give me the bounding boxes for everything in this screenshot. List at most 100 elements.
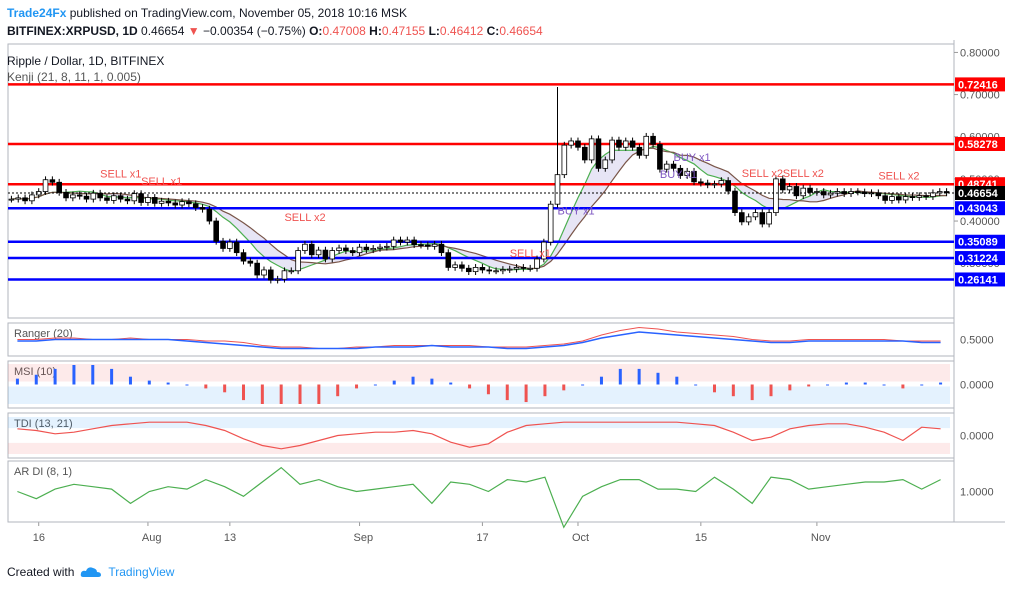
x-tick-label: 15 [695,532,707,544]
candle [336,247,342,251]
msi-bar [449,382,453,385]
msi-bar [128,376,132,385]
candle [459,264,465,269]
candle [513,267,520,270]
pane-title: AR DI (8, 1) [14,466,72,478]
change-value: −0.00354 (−0.75%) [203,24,306,38]
candle [431,243,438,247]
candle [343,247,349,251]
candle [452,264,458,268]
pane-title: TDI (13, 21) [14,418,73,430]
high-value: 0.47155 [381,24,426,38]
y-tick-label: 0.40000 [960,216,1000,228]
candle [670,163,677,169]
candle [192,203,199,208]
candle [943,191,950,194]
candle [759,212,766,225]
signal-label: SELL x2 [878,171,919,183]
close-value: 0.46654 [499,24,543,38]
candle [691,170,697,183]
x-tick-label: 13 [224,532,236,544]
candle [527,267,533,270]
kenji-fast-line [11,145,947,272]
candle [281,270,288,280]
candle [247,260,254,264]
candle [240,252,247,262]
candle [479,267,486,271]
signal-label: BUY x1 [558,206,595,218]
msi-bar [430,378,434,385]
legend-indicator: Kenji (21, 8, 11, 1, 0.005) [7,70,141,84]
candle [70,194,76,199]
msi-bar [373,384,377,386]
msi-bar [750,384,754,401]
msi-bar [298,384,302,404]
msi-upper-band [8,364,950,382]
x-tick-label: 16 [33,532,45,544]
candle [595,138,602,169]
x-tick-label: Oct [572,532,589,544]
tradingview-cloud-icon [81,567,102,577]
ranger-upper-line [17,326,941,349]
candle [916,195,923,198]
candle [684,170,690,176]
candle [233,241,240,254]
candle [889,196,895,201]
pane-tick-label: 1.0000 [960,487,994,499]
low-label: L: [428,24,440,38]
candle [370,248,376,251]
candle [786,186,793,191]
low-value: 0.46412 [439,24,484,38]
signal-label: SELL x2 [284,212,325,224]
candle [827,192,834,196]
candle [445,252,452,268]
candle [199,207,206,210]
msi-bar [581,384,585,386]
candle [322,249,329,260]
candle [616,139,622,148]
candle [384,245,390,248]
x-tick-label: Nov [811,532,831,544]
msi-lower-band [8,386,950,404]
pane-line [17,421,941,450]
candle [56,181,62,193]
msi-bar [411,376,415,385]
level-label: 0.72416 [958,79,998,91]
pane-tick-label: 0.0000 [960,431,994,443]
level-badge [955,272,1005,287]
msi-bar [110,368,114,385]
candle [49,179,56,183]
candle [288,270,295,273]
pane-frame [7,412,955,459]
publisher-name[interactable]: Trade24Fx [7,6,67,20]
msi-bar [713,384,716,393]
publish-line: Trade24Fx published on TradingView.com, … [7,6,407,20]
msi-bar [694,384,698,386]
candle [465,267,472,273]
x-tick-label: Aug [142,532,162,544]
candle [718,180,725,185]
msi-bar [185,384,189,386]
msi-bar [336,384,340,397]
candle [213,220,219,242]
msi-bar [223,384,227,393]
candle [42,179,49,192]
msi-bar [731,384,735,397]
candle [541,241,547,260]
level-badge [955,201,1005,216]
msi-bar [505,384,509,401]
tradingview-link[interactable]: TradingView [108,565,175,579]
open-value: 0.47008 [322,24,366,38]
candle [534,258,540,269]
candle [145,197,151,203]
pane-frame [7,360,955,409]
msi-bar [788,384,792,391]
msi-bar [543,384,547,397]
msi-bar [34,374,38,385]
candle [698,181,704,184]
candle [643,135,650,156]
candle [561,144,568,176]
candle [15,197,22,200]
